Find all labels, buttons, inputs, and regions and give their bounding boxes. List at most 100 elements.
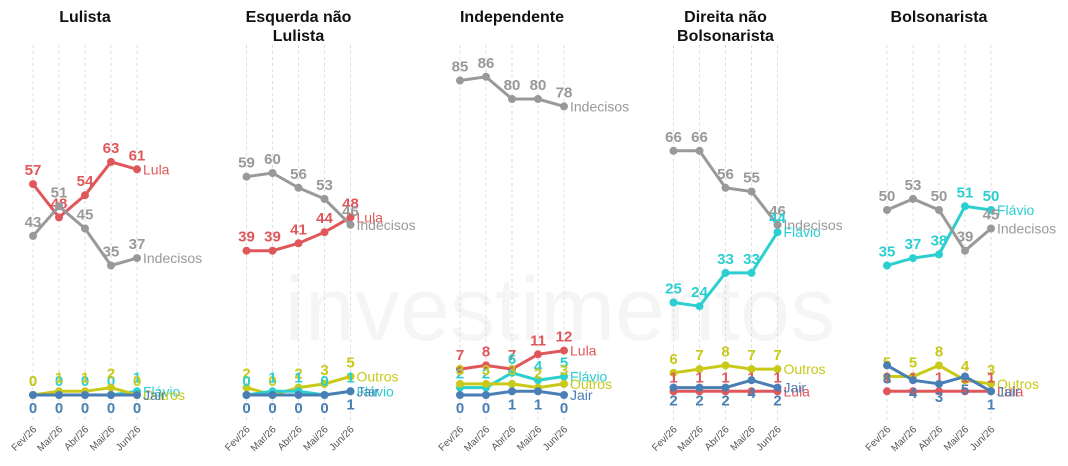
data-label: 2 [107, 366, 115, 383]
point [987, 224, 995, 233]
data-label: 3 [935, 389, 943, 406]
data-label: 37 [129, 236, 146, 253]
point [669, 146, 678, 155]
data-label: 0 [320, 373, 328, 390]
x-tick-label: Mar/26 [462, 424, 492, 454]
data-label: 2 [242, 366, 250, 383]
x-tick-label: Mai/26 [729, 424, 758, 453]
point [747, 365, 756, 374]
data-label: 50 [983, 188, 1000, 205]
series-name: Jair [570, 387, 593, 403]
point [55, 202, 63, 211]
series-name: Lula [143, 161, 170, 177]
data-label: 3 [987, 362, 995, 379]
series-name: Lula [357, 209, 384, 225]
data-label: 1 [935, 369, 943, 386]
series-name: Lula [784, 383, 811, 399]
point [242, 172, 251, 181]
point [508, 368, 516, 377]
point [482, 379, 490, 388]
data-label: 7 [747, 347, 755, 364]
data-label: 2 [294, 366, 302, 383]
point [81, 391, 89, 399]
point [456, 391, 464, 399]
point [747, 387, 756, 396]
point [242, 246, 251, 255]
data-label: 61 [129, 147, 146, 164]
data-label: 3 [320, 362, 328, 379]
point [560, 372, 568, 381]
data-label: 1 [55, 369, 63, 386]
data-label: 25 [665, 281, 682, 298]
data-label: 78 [556, 84, 573, 101]
point [961, 372, 969, 381]
data-label: 0 [29, 400, 37, 417]
x-tick-label: Fev/26 [437, 424, 467, 454]
data-label: 44 [769, 210, 786, 227]
x-tick-label: Fev/26 [864, 424, 894, 454]
point [482, 72, 490, 81]
data-label: 8 [482, 343, 490, 360]
point [81, 224, 89, 233]
data-label: 1 [346, 369, 354, 386]
data-label: 0 [107, 400, 115, 417]
series-name: Jair [784, 380, 807, 396]
series-name: Flávio [143, 383, 181, 399]
x-tick-label: Jun/26 [114, 424, 143, 453]
data-label: 86 [478, 55, 495, 72]
data-label: 54 [77, 173, 94, 190]
data-label: 0 [456, 400, 464, 417]
point [560, 391, 568, 399]
data-label: 6 [669, 351, 677, 368]
data-label: 1 [133, 369, 141, 386]
series-name: Flávio [570, 369, 608, 385]
data-label: 0 [55, 373, 63, 390]
data-label: 0 [29, 373, 37, 390]
point [883, 261, 891, 270]
point [695, 302, 704, 311]
data-label: 44 [316, 210, 333, 227]
data-label: 0 [133, 373, 141, 390]
x-tick-label: Mar/26 [249, 424, 279, 454]
series-name: Flávio [784, 224, 822, 240]
point [935, 206, 943, 214]
point [29, 391, 37, 399]
point [747, 376, 756, 385]
point [320, 391, 329, 399]
point [721, 183, 730, 192]
data-label: 3 [560, 362, 568, 379]
x-tick-label: Abr/26 [276, 424, 305, 453]
point [560, 379, 568, 388]
data-label: 50 [879, 188, 896, 205]
point [747, 187, 756, 196]
x-tick-label: Fev/26 [10, 424, 40, 454]
point [346, 387, 355, 396]
data-label: 38 [931, 232, 948, 249]
data-label: 39 [957, 229, 974, 246]
point [133, 391, 141, 399]
x-tick-label: Mar/26 [35, 424, 65, 454]
data-label: 1 [81, 369, 89, 386]
x-tick-label: Mar/26 [676, 424, 706, 454]
point [29, 180, 37, 189]
series-name: Flávio [997, 202, 1035, 218]
point [935, 250, 943, 259]
data-label: 1 [508, 396, 516, 413]
series-name: Outros [357, 369, 399, 385]
data-label: 80 [504, 77, 521, 94]
point [987, 206, 995, 214]
point [133, 254, 141, 263]
data-label: 56 [717, 166, 734, 183]
point [268, 246, 277, 255]
data-label: 0 [268, 400, 276, 417]
data-label: 50 [931, 188, 948, 205]
series-name: Jair [997, 383, 1020, 399]
point [695, 146, 704, 155]
series-name: Outros [143, 387, 185, 403]
point [320, 194, 329, 203]
point [909, 376, 917, 385]
point [320, 228, 329, 237]
point [669, 298, 678, 307]
data-label: 0 [133, 400, 141, 417]
